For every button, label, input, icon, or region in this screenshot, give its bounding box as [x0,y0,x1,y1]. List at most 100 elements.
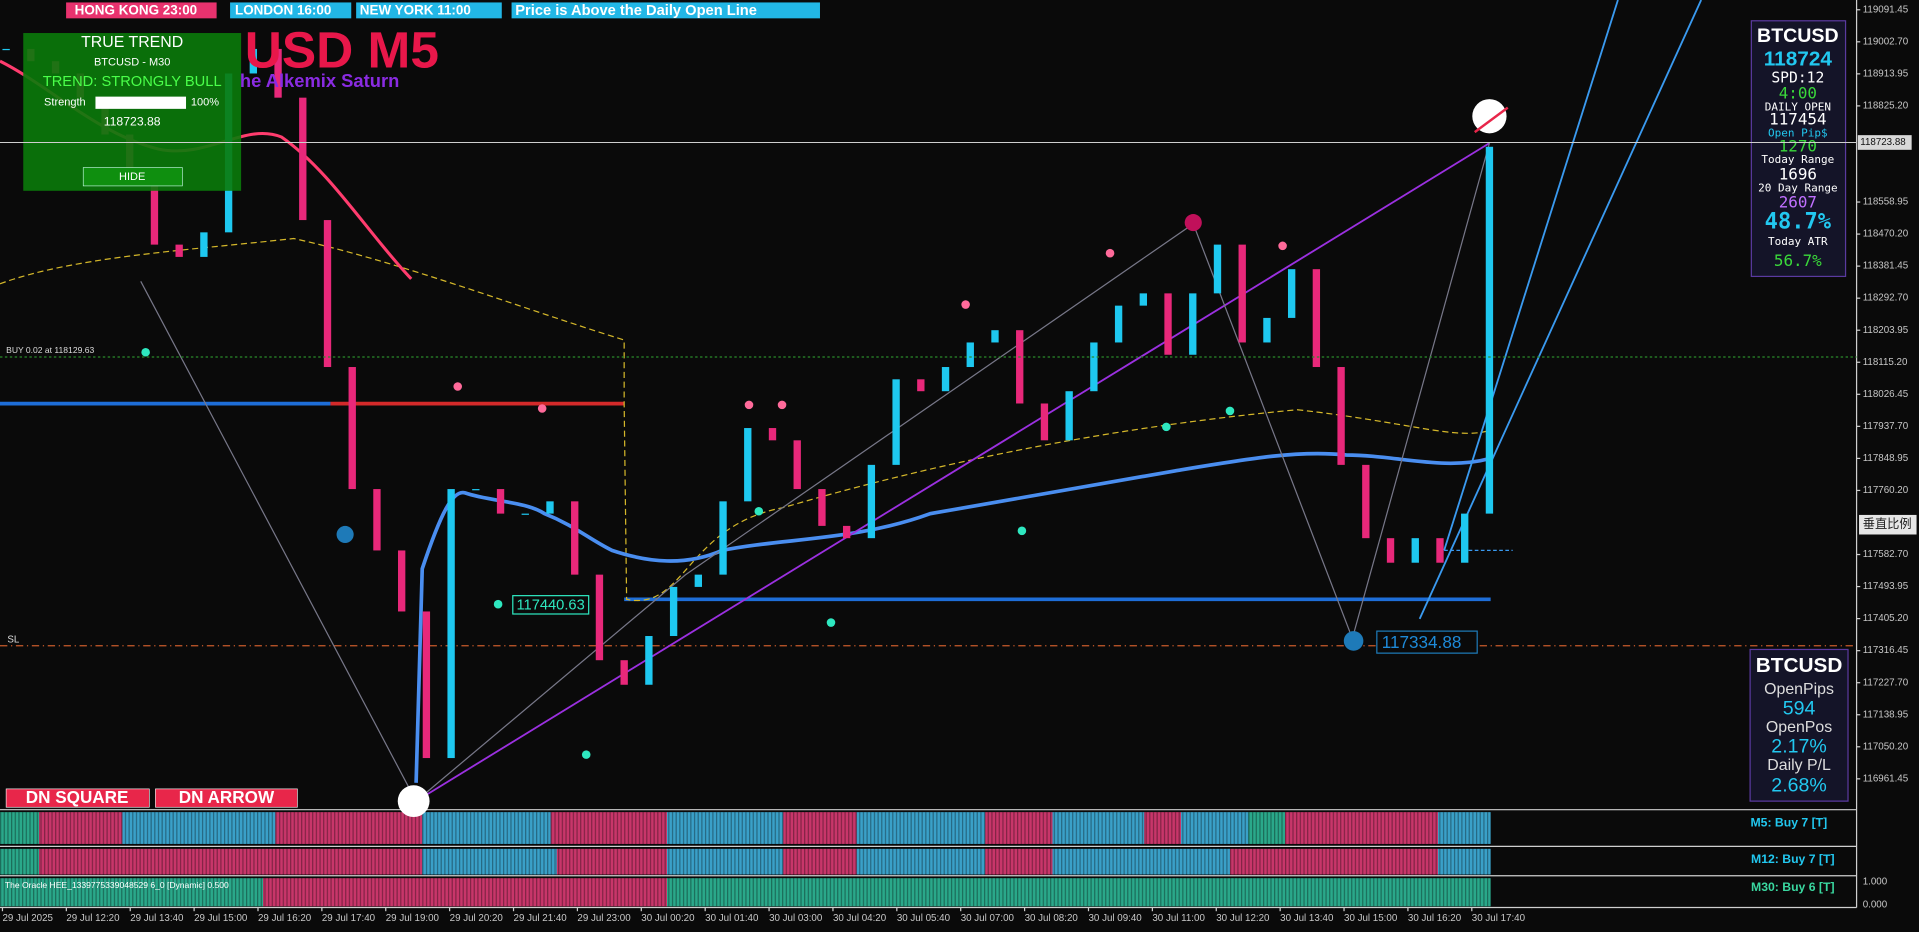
candle [669,586,678,637]
dn-arrow-label[interactable]: DN ARROW [179,788,275,807]
trend-status: TREND: STRONGLY BULL [43,74,222,90]
candle [1238,244,1246,343]
marker [1162,422,1171,432]
x-tick-label: 29 Jul 2025 [2,913,53,924]
marker [1105,248,1115,258]
candle [1164,293,1172,355]
panel-price: 118723.88 [104,115,161,129]
candle [299,97,307,221]
trend-line [415,142,1490,802]
candle [274,48,282,98]
scale-button[interactable] [1859,514,1917,535]
pane-label: M30: Buy 6 [T] [1751,880,1835,894]
candle [1139,293,1147,306]
candle [249,48,258,74]
marker [1474,106,1509,134]
pane-label: M12: Buy 7 [T] [1751,852,1835,866]
x-tick-label: 30 Jul 17:40 [1472,913,1526,924]
candle [521,513,529,515]
x-tick-label: 30 Jul 01:40 [705,913,759,924]
banner: Price is Above the Daily Open Line [515,3,757,19]
strength-label: Strength [44,97,86,109]
x-tick-label: 29 Jul 16:20 [258,913,312,924]
marker [453,382,463,391]
dn-square-button[interactable] [5,788,150,808]
pl-panel: BTCUSD OpenPips 594 OpenPos 2.17% Daily … [1749,648,1849,802]
stat: 594 [1783,698,1816,720]
hide-button-label[interactable]: HIDE [119,171,145,183]
candle [447,489,455,759]
sl-label: SL [7,634,20,645]
marker [397,785,430,818]
candle [1213,244,1222,294]
candle [1189,293,1197,355]
x-tick-label: 30 Jul 11:00 [1152,913,1205,924]
y-tick-label: 116961.45 [1863,773,1909,784]
session-box [66,2,217,19]
marker [744,400,754,410]
buy-line-label: BUY 0.02 at 118129.63 [6,345,94,355]
session: HONG KONG 23:00 [75,3,198,18]
y-tick-label: 117493.95 [1863,581,1909,592]
stat: 117454 [1769,109,1826,128]
stat-label: Today ATR [1768,235,1828,248]
projection-line [1443,0,1619,551]
stat: 48.7% [1765,210,1832,235]
y-tick-label: 118115.20 [1863,357,1908,368]
stat: BTCUSD [1756,654,1843,677]
x-tick-label: 30 Jul 04:20 [833,913,887,924]
x-tick-label: 29 Jul 20:20 [450,913,504,924]
marker [1472,99,1507,134]
moving-average [0,237,1490,602]
candle [793,440,801,490]
y-tick-label: 118913.95 [1863,68,1909,79]
pane-title: The Oracle HEE_1339775339048529 6_0 [Dyn… [5,880,229,890]
dn-arrow-button[interactable] [155,788,298,808]
marker [754,506,764,516]
dn-square-label[interactable]: DN SQUARE [26,788,129,807]
candle [818,489,826,526]
candle [1436,538,1444,563]
chart-title: USD M5 [245,20,439,78]
candle [1411,538,1419,563]
y-tick-label: 117405.20 [1863,613,1909,624]
candle [150,183,159,245]
candle [1016,330,1024,404]
marker [777,400,787,410]
candle [645,636,653,685]
strip-texture [0,812,1491,907]
session-box [356,2,502,19]
scale-button-label[interactable]: 垂直比例 [1863,517,1912,531]
x-tick-label: 30 Jul 12:20 [1216,913,1270,924]
candle [892,379,900,465]
y-tick-label: 119002.70 [1863,36,1909,47]
hide-button[interactable] [82,167,183,187]
x-tick-label: 30 Jul 00:20 [641,913,695,924]
y-tick-label: 118292.70 [1863,293,1909,304]
x-tick-label: 30 Jul 16:20 [1408,913,1462,924]
stats-panel: BTCUSD 118724 SPD:12 4:00 DAILY OPEN 117… [1750,20,1847,278]
markers [141,99,1509,818]
candle [1040,403,1049,441]
marker [336,525,354,544]
candle [496,489,505,514]
stat-label: 20 Day Range [1758,181,1838,194]
panel-symbol: BTCUSD - M30 [94,56,170,68]
y-tick-label: 118470.20 [1863,229,1909,240]
x-tick-label: 29 Jul 12:20 [66,913,120,924]
current-price-label: 118723.88 [1860,137,1905,148]
session-box [230,2,352,19]
marker [1184,214,1202,232]
x-tick-label: 30 Jul 08:20 [1025,913,1079,924]
strength-value: 100% [191,97,219,109]
banner-box [511,2,820,19]
candle [991,330,999,343]
stat-label: DAILY OPEN [1765,101,1831,114]
candle [1312,269,1321,368]
panel-title: TRUE TREND [81,34,183,51]
stat: SPD:12 [1771,69,1824,86]
candle [1461,513,1469,563]
